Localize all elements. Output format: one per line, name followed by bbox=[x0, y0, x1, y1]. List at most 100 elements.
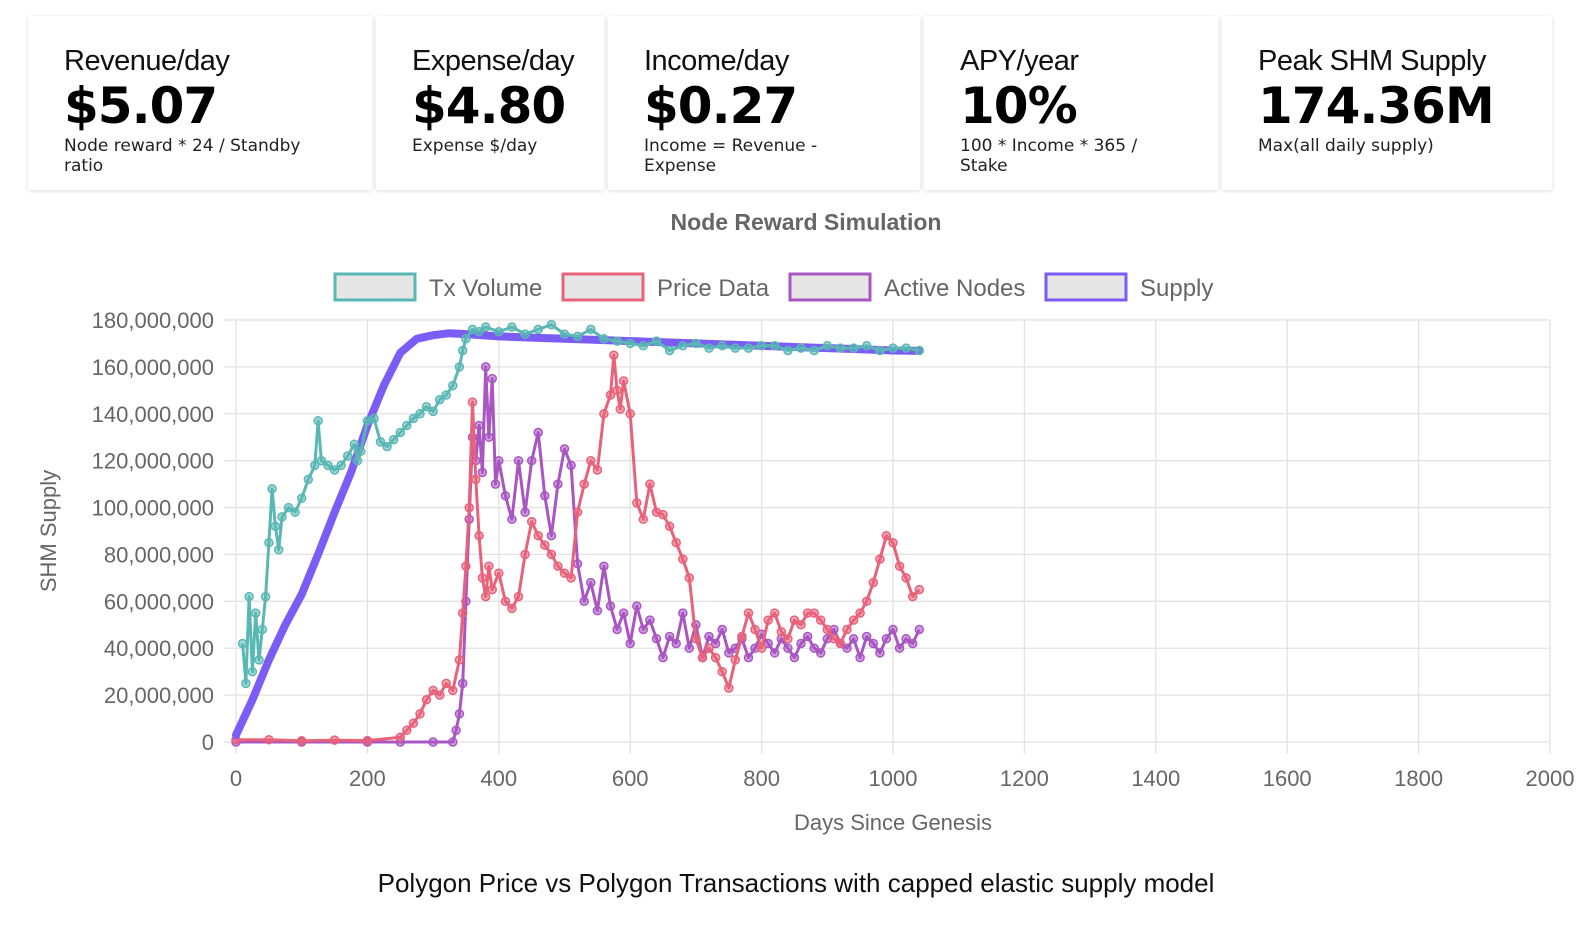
data-point bbox=[494, 568, 504, 578]
data-point bbox=[769, 648, 780, 658]
y-tick-label: 80,000,000 bbox=[104, 542, 214, 567]
data-point bbox=[480, 322, 491, 332]
data-point bbox=[329, 735, 340, 745]
data-point bbox=[572, 559, 583, 569]
data-point bbox=[533, 324, 543, 335]
data-point bbox=[448, 737, 458, 747]
legend-item[interactable]: Tx Volume bbox=[333, 272, 542, 302]
data-point bbox=[842, 624, 852, 635]
data-point bbox=[402, 725, 412, 736]
legend-item[interactable]: Price Data bbox=[561, 272, 770, 302]
data-point bbox=[352, 455, 363, 466]
data-point bbox=[461, 334, 471, 344]
data-point bbox=[566, 460, 576, 471]
data-point bbox=[737, 631, 747, 642]
data-point bbox=[710, 652, 721, 663]
data-point bbox=[645, 479, 655, 489]
data-point bbox=[625, 638, 635, 649]
x-tick-label: 1400 bbox=[1131, 766, 1180, 791]
data-point bbox=[500, 596, 511, 607]
data-point bbox=[763, 615, 773, 625]
data-point bbox=[540, 491, 550, 501]
data-point bbox=[513, 455, 524, 466]
data-point bbox=[434, 394, 445, 405]
legend-item[interactable]: Supply bbox=[1044, 272, 1213, 302]
data-point bbox=[572, 331, 583, 342]
stat-card-peak-supply: Peak SHM Supply 174.36M Max(all daily su… bbox=[1222, 16, 1552, 190]
data-point bbox=[901, 343, 911, 353]
data-point bbox=[842, 643, 852, 653]
data-point bbox=[907, 638, 918, 649]
y-tick-label: 120,000,000 bbox=[92, 449, 214, 474]
legend-label: Supply bbox=[1140, 275, 1213, 302]
data-point bbox=[809, 345, 819, 356]
data-point bbox=[257, 624, 268, 635]
stat-note: 100 * Income * 365 / Stake bbox=[960, 136, 1138, 176]
data-point bbox=[717, 624, 727, 635]
data-point bbox=[618, 608, 629, 618]
data-point bbox=[651, 634, 662, 644]
data-point bbox=[756, 643, 767, 653]
data-point bbox=[717, 666, 727, 677]
data-point bbox=[888, 624, 898, 635]
data-point bbox=[247, 666, 258, 677]
data-point bbox=[356, 446, 366, 457]
data-point bbox=[815, 648, 826, 658]
chart-legend: Tx Volume Price Data Active Nodes Supply bbox=[333, 272, 1213, 302]
y-tick-label: 180,000,000 bbox=[92, 308, 214, 333]
data-point bbox=[244, 591, 254, 602]
data-point bbox=[645, 615, 655, 625]
data-point bbox=[796, 638, 806, 649]
data-point bbox=[474, 326, 484, 337]
data-point bbox=[388, 434, 399, 445]
data-point bbox=[914, 584, 925, 595]
data-point bbox=[658, 652, 668, 663]
legend-swatch bbox=[333, 272, 417, 302]
data-point bbox=[658, 509, 668, 520]
data-point bbox=[349, 439, 360, 450]
data-point bbox=[428, 685, 438, 696]
data-point bbox=[901, 634, 911, 644]
data-point bbox=[490, 479, 501, 489]
data-point bbox=[815, 615, 826, 625]
data-point bbox=[743, 608, 754, 618]
y-tick-label: 60,000,000 bbox=[104, 589, 214, 614]
stat-value: $4.80 bbox=[412, 77, 566, 135]
data-point bbox=[507, 603, 517, 614]
stat-value: $5.07 bbox=[64, 77, 218, 135]
legend-swatch bbox=[561, 272, 645, 302]
data-point bbox=[894, 643, 905, 653]
data-point bbox=[822, 624, 833, 635]
data-point bbox=[457, 345, 468, 356]
data-point bbox=[408, 718, 419, 728]
legend-label: Active Nodes bbox=[884, 275, 1025, 302]
data-point bbox=[316, 455, 327, 466]
figure-caption: Polygon Price vs Polygon Transactions wi… bbox=[377, 868, 1215, 898]
data-point bbox=[477, 573, 488, 583]
stat-card-income: Income/day $0.27 Income = Revenue - Expe… bbox=[608, 16, 920, 190]
data-point bbox=[579, 596, 589, 607]
data-point bbox=[471, 474, 481, 485]
data-point bbox=[526, 516, 537, 527]
data-point bbox=[783, 643, 793, 653]
data-point bbox=[480, 362, 491, 372]
data-point bbox=[369, 413, 379, 424]
data-point bbox=[796, 620, 806, 630]
data-point bbox=[375, 437, 386, 447]
data-point bbox=[474, 420, 484, 431]
data-point bbox=[553, 561, 563, 571]
data-point bbox=[605, 390, 616, 400]
y-tick-label: 160,000,000 bbox=[92, 355, 214, 380]
data-point bbox=[250, 608, 261, 618]
data-point bbox=[415, 409, 425, 419]
data-point bbox=[881, 634, 892, 644]
stat-value: 174.36M bbox=[1258, 77, 1495, 135]
data-point bbox=[428, 406, 438, 417]
data-point bbox=[520, 329, 530, 339]
data-point bbox=[914, 345, 925, 356]
chart-title: Node Reward Simulation bbox=[671, 209, 942, 235]
data-point bbox=[875, 648, 885, 658]
data-point bbox=[283, 502, 294, 513]
legend-item[interactable]: Active Nodes bbox=[788, 272, 1025, 302]
data-point bbox=[520, 507, 530, 517]
